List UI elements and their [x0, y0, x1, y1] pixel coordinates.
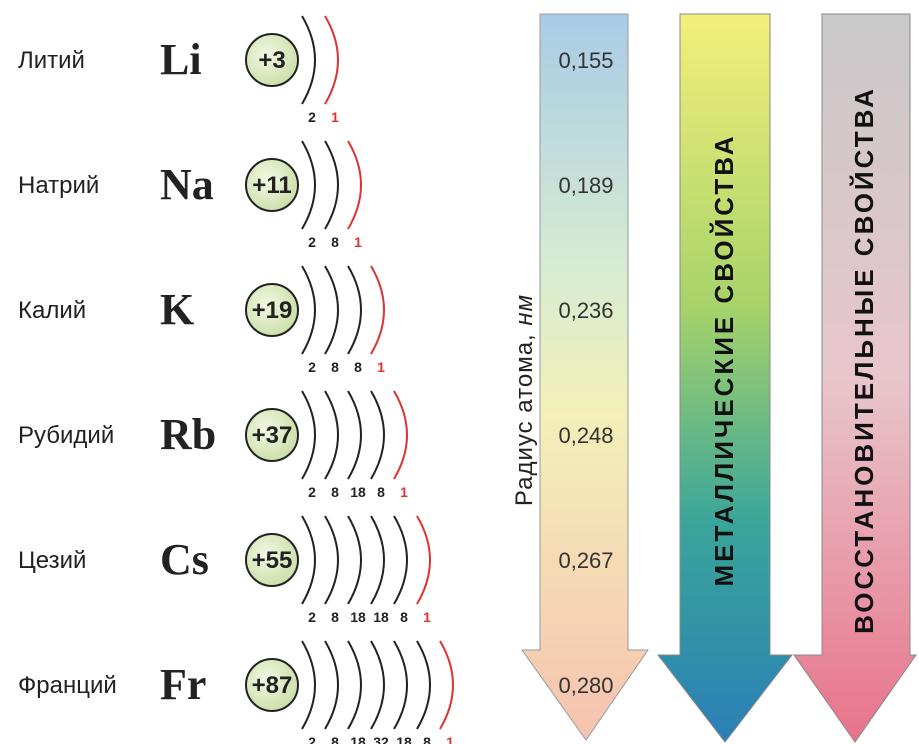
- shell-count: 18: [350, 734, 366, 744]
- element-name: Рубидий: [18, 422, 114, 449]
- electron-shell: [440, 641, 453, 729]
- shell-count: 2: [308, 359, 316, 375]
- shell-count: 2: [308, 484, 316, 500]
- shell-count: 8: [423, 734, 431, 744]
- shell-count: 8: [331, 359, 339, 375]
- shell-count: 8: [400, 609, 408, 625]
- electron-shell: [371, 641, 384, 729]
- shell-count: 18: [350, 609, 366, 625]
- shell-count: 1: [400, 484, 408, 500]
- electron-shell: [302, 391, 315, 479]
- radius-label-text: Радиус атома,: [511, 326, 538, 506]
- element-symbol: Fr: [160, 660, 206, 709]
- element-symbol: Na: [160, 160, 214, 209]
- electron-shell: [371, 516, 384, 604]
- electron-shell: [325, 641, 338, 729]
- shell-count: 1: [354, 234, 362, 250]
- electron-shell: [371, 391, 384, 479]
- electron-shell: [325, 141, 338, 229]
- shell-count: 2: [308, 109, 316, 125]
- electron-shell: [348, 516, 361, 604]
- electron-shell: [348, 141, 361, 229]
- shell-count: 8: [354, 359, 362, 375]
- electron-shell: [371, 266, 384, 354]
- radius-unit: нм: [511, 294, 538, 326]
- electron-shell: [348, 266, 361, 354]
- atomic-radius: 0,280: [558, 673, 613, 698]
- electron-shell: [348, 391, 361, 479]
- electron-shell: [417, 516, 430, 604]
- electron-shell: [325, 391, 338, 479]
- atomic-radius: 0,267: [558, 548, 613, 573]
- nucleus-charge: +19: [252, 297, 293, 324]
- radius-arrow: [522, 14, 648, 740]
- atomic-radius: 0,236: [558, 298, 613, 323]
- electron-shell: [302, 141, 315, 229]
- nucleus-charge: +3: [258, 47, 285, 74]
- radius-label: Радиус атома, нм: [511, 294, 538, 506]
- shell-count: 8: [331, 234, 339, 250]
- shell-count: 2: [308, 734, 316, 744]
- nucleus-charge: +87: [252, 672, 293, 699]
- shell-count: 1: [377, 359, 385, 375]
- element-symbol: Cs: [160, 535, 209, 584]
- electron-shell: [394, 641, 407, 729]
- nucleus-charge: +55: [252, 547, 293, 574]
- electron-shell: [417, 641, 430, 729]
- electron-shell: [302, 16, 315, 104]
- shell-count: 2: [308, 609, 316, 625]
- shell-count: 8: [331, 484, 339, 500]
- element-symbol: K: [160, 285, 194, 334]
- element-name: Цезий: [18, 547, 86, 574]
- diagram: Радиус атома, нм МЕТАЛЛИЧЕСКИЕ СВОЙСТВА …: [0, 0, 919, 744]
- shell-count: 8: [377, 484, 385, 500]
- atomic-radius: 0,248: [558, 423, 613, 448]
- shell-count: 18: [373, 609, 389, 625]
- shell-count: 1: [423, 609, 431, 625]
- electron-shell: [325, 516, 338, 604]
- electron-shell: [348, 641, 361, 729]
- atomic-radius: 0,155: [558, 48, 613, 73]
- electron-shell: [302, 516, 315, 604]
- element-symbol: Li: [160, 35, 202, 84]
- shell-count: 2: [308, 234, 316, 250]
- shell-count: 8: [331, 734, 339, 744]
- electron-shell: [302, 641, 315, 729]
- shell-count: 18: [350, 484, 366, 500]
- metallic-label: МЕТАЛЛИЧЕСКИЕ СВОЙСТВА: [709, 133, 739, 586]
- element-name: Натрий: [18, 172, 99, 199]
- electron-shell: [325, 16, 338, 104]
- electron-shell: [302, 266, 315, 354]
- atomic-radius: 0,189: [558, 173, 613, 198]
- shell-count: 1: [331, 109, 339, 125]
- element-name: Франций: [18, 672, 117, 699]
- reducing-label: ВОССТАНОВИТЕЛЬНЫЕ СВОЙСТВА: [849, 86, 879, 634]
- nucleus-charge: +37: [252, 422, 293, 449]
- electron-shell: [394, 516, 407, 604]
- electron-shell: [394, 391, 407, 479]
- shell-count: 1: [446, 734, 454, 744]
- element-name: Литий: [18, 47, 85, 74]
- shell-count: 32: [373, 734, 389, 744]
- electron-shell: [325, 266, 338, 354]
- element-name: Калий: [18, 297, 86, 324]
- shell-count: 18: [396, 734, 412, 744]
- shell-count: 8: [331, 609, 339, 625]
- element-symbol: Rb: [160, 410, 216, 459]
- nucleus-charge: +11: [252, 172, 291, 199]
